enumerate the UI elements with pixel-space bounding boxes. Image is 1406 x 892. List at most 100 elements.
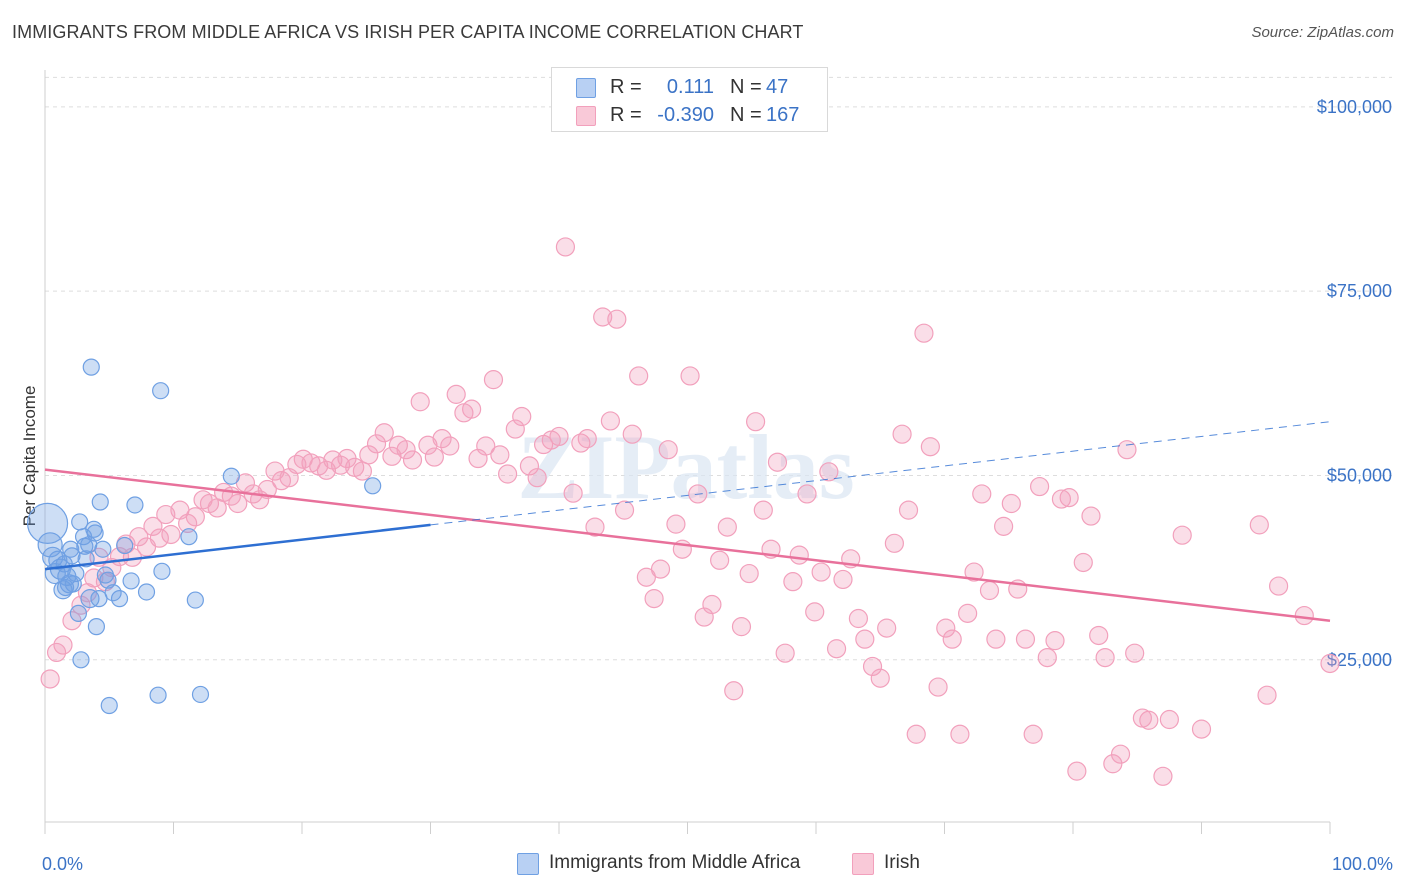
irish-point [986,629,1006,649]
irish-point [271,471,292,491]
middle-africa-point [137,583,156,601]
middle-africa-point [80,589,100,609]
y-tick-label: $100,000 [1317,97,1392,117]
irish-point [914,323,934,343]
irish-point [424,447,444,467]
middle-africa-point [82,358,100,376]
irish-point [1191,719,1212,739]
irish-point [717,517,737,537]
legend-r-value: -0.390 [657,104,714,126]
irish-point [644,589,664,609]
irish-point [724,681,744,701]
axes [44,70,1331,834]
irish-point [374,423,394,443]
middle-africa-point [56,578,75,597]
irish-point [739,563,759,584]
irish-point [352,461,372,481]
irish-point [418,435,438,455]
middle-africa-point [87,618,106,636]
legend-n-value: 167 [766,104,800,126]
middle-africa-point [67,564,85,583]
irish-point [658,440,678,460]
middle-africa-point [100,696,118,715]
y-tick-label: $50,000 [1327,465,1392,485]
irish-point [476,436,496,456]
irish-point [906,724,926,744]
legend-r-label: R = [610,76,642,98]
irish-point [40,669,60,689]
middle-africa-point [222,467,240,485]
middle-africa-point [116,536,134,555]
irish-point [161,524,181,545]
irish-point [505,419,525,439]
irish-point [950,724,970,744]
irish-point [892,424,912,444]
middle-africa-point [72,651,90,669]
irish-point [1257,685,1277,705]
irish-point [775,643,795,663]
irish-point [1095,647,1115,668]
chart-title: IMMIGRANTS FROM MIDDLE AFRICA VS IRISH P… [12,22,804,42]
legend-n-label: N = [730,104,762,126]
irish-point [862,656,883,677]
middle-africa-point [180,528,198,546]
legend-n-value: 47 [766,76,789,98]
irish-point [767,452,788,472]
x-tick-labels: 0.0% 100.0% [42,854,1393,874]
irish-point [607,309,627,329]
irish-point [680,366,700,386]
legend-r-label: R = [610,104,642,126]
middle-africa-point [153,562,171,580]
middle-africa-point [104,584,122,602]
irish-point [936,618,956,638]
irish-point [650,559,671,579]
middle-africa-point [91,493,109,511]
y-tick-label: $25,000 [1327,650,1392,670]
irish-point [366,434,387,454]
middle-africa-trend-line [44,523,431,571]
irish-point [622,424,642,444]
middle-africa-point [364,477,382,495]
bottom-legend-label: Irish [884,852,920,873]
irish-point [84,568,104,588]
irish-trend-line [44,468,1331,622]
irish-point [512,406,532,427]
irish-point [1089,625,1109,646]
middle-africa-point [63,547,81,565]
irish-point [819,462,839,482]
irish-point [1073,552,1093,573]
irish-point [519,456,540,476]
irish-point [666,514,686,534]
irish-point [958,603,978,623]
irish-point [811,562,831,582]
irish-point [979,580,1000,601]
watermark: ZIPatlas [517,416,854,518]
irish-point [1110,744,1131,764]
middle-africa-point [122,572,140,590]
irish-point [316,460,337,480]
irish-point [53,635,73,655]
irish-point [178,513,198,534]
middle-africa-point [69,604,88,622]
middle-africa-point [186,591,204,609]
irish-point [783,572,803,592]
irish-point [490,445,510,465]
irish-point [483,370,504,390]
middle-africa-point [110,590,129,608]
correlation-legend: R = 0.111 N = 47 R = -0.390 N = 167 [551,67,828,132]
irish-point [898,500,919,520]
irish-point [1067,761,1087,781]
y-tick-labels: $25,000 $50,000 $75,000 $100,000 [1317,97,1392,670]
grid-lines [45,76,1392,661]
irish-point [994,516,1014,536]
irish-point [577,429,597,449]
irish-point [149,528,169,548]
series-middle-africa-points [26,358,382,715]
irish-point [855,629,875,649]
irish-point [585,517,605,537]
middle-africa-point [191,685,210,704]
irish-point [1159,709,1179,730]
irish-point [1294,605,1314,626]
irish-point [498,464,518,484]
irish-point [972,484,992,504]
